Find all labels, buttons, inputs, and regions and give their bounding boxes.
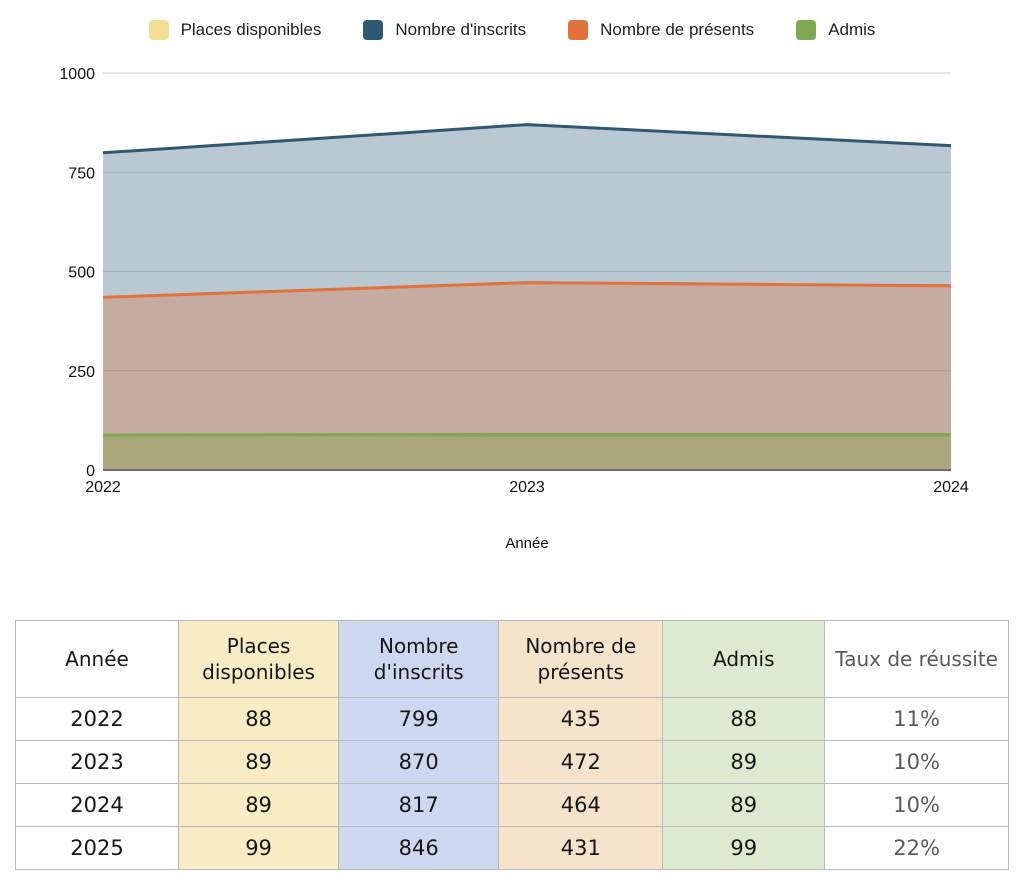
cell-places-disponibles: 99: [177, 826, 340, 870]
cell-nombre-d-inscrits: 870: [338, 740, 500, 784]
legend-swatch-icon: [148, 20, 169, 40]
area-admis: [103, 434, 951, 470]
area-chart-section: Places disponibles Nombre d'inscrits Nombr…: [0, 0, 1024, 552]
results-table: Année Places disponibles Nombre d'inscrits…: [15, 620, 1009, 870]
y-tick-label: 250: [68, 364, 95, 381]
cell-admis: 89: [662, 783, 826, 827]
area-nombre-d-inscrits: [103, 124, 951, 471]
cell-taux-de-reussite: 11%: [824, 697, 1009, 741]
cell-nombre-d-inscrits: 799: [338, 697, 500, 741]
cell-places-disponibles: 89: [177, 740, 340, 784]
y-tick-label: 750: [68, 165, 95, 182]
cell-taux-de-reussite: 22%: [824, 826, 1009, 870]
y-tick-label: 1000: [59, 66, 95, 83]
column-header-nombre-de-presents: Nombre de présents: [498, 620, 664, 698]
table-row-2023: 2023 89 870 472 89 10%: [15, 740, 1009, 784]
cell-nombre-d-inscrits: 817: [338, 783, 500, 827]
cell-annee: 2023: [15, 740, 179, 784]
area-places-disponibles: [103, 434, 951, 470]
cell-taux-de-reussite: 10%: [824, 740, 1009, 784]
table-row-2022: 2022 88 799 435 88 11%: [15, 697, 1009, 741]
table-header-row: Année Places disponibles Nombre d'inscrits…: [15, 620, 1009, 698]
cell-admis: 89: [662, 740, 826, 784]
cell-admis: 88: [662, 697, 826, 741]
legend-item-nombre-de-presents[interactable]: Nombre de présents: [568, 20, 754, 40]
cell-annee: 2025: [15, 826, 179, 870]
cell-admis: 99: [662, 826, 826, 870]
chart-legend: Places disponibles Nombre d'inscrits Nombr…: [0, 0, 1024, 40]
cell-places-disponibles: 89: [177, 783, 340, 827]
legend-label: Nombre d'inscrits: [395, 20, 527, 39]
column-header-taux-de-reussite: Taux de réussite: [824, 620, 1009, 698]
y-tick-label: 500: [68, 265, 95, 282]
column-header-admis: Admis: [662, 620, 826, 698]
cell-nombre-de-presents: 435: [498, 697, 664, 741]
cell-nombre-de-presents: 431: [498, 826, 664, 870]
table-row-2025: 2025 99 846 431 99 22%: [15, 826, 1009, 870]
legend-swatch-icon: [363, 20, 384, 40]
column-header-nombre-d-inscrits: Nombre d'inscrits: [338, 620, 500, 698]
legend-label: Places disponibles: [180, 20, 322, 39]
legend-swatch-icon: [568, 20, 589, 40]
results-table-body: 2022 88 799 435 88 11% 2023 89 870 472 89 10% 2024 89…: [15, 697, 1009, 870]
legend-item-places-disponibles[interactable]: Places disponibles: [148, 20, 322, 40]
column-header-places-disponibles: Places disponibles: [177, 620, 340, 698]
x-tick-label: 2024: [933, 479, 969, 496]
y-tick-label: 0: [86, 463, 95, 480]
legend-item-admis[interactable]: Admis: [796, 20, 875, 40]
table-row-2024: 2024 89 817 464 89 10%: [15, 783, 1009, 827]
cell-annee: 2024: [15, 783, 179, 827]
cell-annee: 2022: [15, 697, 179, 741]
area-nombre-de-presents: [103, 282, 951, 470]
x-axis-title: Année: [505, 535, 548, 552]
results-table-header: Année Places disponibles Nombre d'inscrits…: [15, 620, 1009, 698]
line-nombre-d-inscrits[interactable]: [102, 123, 952, 155]
line-nombre-de-presents[interactable]: [102, 281, 952, 299]
legend-swatch-icon: [796, 20, 817, 40]
legend-label: Nombre de présents: [600, 20, 755, 39]
x-tick-label: 2022: [85, 479, 121, 496]
legend-item-nombre-d-inscrits[interactable]: Nombre d'inscrits: [363, 20, 526, 40]
area-chart: 0 250 500 750 1000 2022 2023 2024 Année: [59, 66, 969, 552]
legend-label: Admis: [828, 20, 876, 39]
x-tick-label: 2023: [509, 479, 545, 496]
cell-taux-de-reussite: 10%: [824, 783, 1009, 827]
column-header-annee: Année: [15, 620, 179, 698]
cell-places-disponibles: 88: [177, 697, 340, 741]
cell-nombre-de-presents: 464: [498, 783, 664, 827]
cell-nombre-d-inscrits: 846: [338, 826, 500, 870]
cell-nombre-de-presents: 472: [498, 740, 664, 784]
